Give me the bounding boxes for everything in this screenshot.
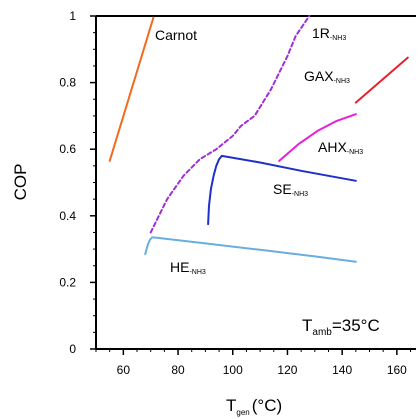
x-axis-title-sub: gen: [236, 408, 249, 417]
plot-frame: [95, 15, 416, 350]
series-label-gax-nh3: GAX-NH3: [304, 68, 350, 85]
x-axis-title: Tgen (°C): [226, 396, 282, 417]
series-label-main: 1R: [312, 25, 330, 41]
annotation-rest: =35°C: [332, 316, 380, 335]
x-tick-label: 120: [277, 363, 297, 377]
ambient-temperature-annotation: Tamb=35°C: [302, 316, 380, 338]
series-line-1r-nh3: [149, 15, 311, 234]
y-tick-label: 0.4: [59, 209, 76, 223]
series-label-ahx-nh3: AHX-NH3: [318, 139, 363, 156]
series-line-carnot: [108, 16, 155, 162]
series-label-main: GAX: [304, 68, 334, 84]
series-label-sub: -NH3: [347, 149, 363, 156]
series-line-gax-nh3: [354, 56, 409, 104]
series-label-main: AHX: [318, 139, 347, 155]
series-label-sub: -NH3: [334, 78, 350, 85]
y-tick-label: 0: [69, 342, 76, 356]
series-label-sub: -NH3: [330, 35, 346, 42]
series-label-main: Carnot: [155, 27, 197, 43]
y-tick-label: 0.2: [59, 275, 76, 289]
series-label-main: HE: [170, 259, 189, 275]
x-axis: 60 80 100 120 140 160: [95, 349, 412, 377]
series-label-sub: -NH3: [189, 269, 205, 276]
series-line-ahx-nh3: [278, 113, 357, 162]
y-tick-label: 0.8: [59, 76, 76, 90]
annotation-main: T: [302, 316, 312, 335]
y-tick-label: 1: [69, 9, 76, 23]
y-axis: 0 0.2 0.4 0.6 0.8 1: [59, 9, 96, 356]
series-label-1r-nh3: 1R-NH3: [312, 25, 346, 42]
x-axis-title-unit: (°C): [252, 396, 282, 415]
x-tick-label: 60: [117, 363, 131, 377]
x-tick-label: 80: [171, 363, 185, 377]
x-tick-label: 140: [332, 363, 352, 377]
x-axis-title-main: T: [226, 396, 236, 415]
series-line-se-nh3: [207, 154, 357, 226]
series-layer: [108, 15, 409, 263]
x-tick-label: 100: [223, 363, 243, 377]
series-label-se-nh3: SE-NH3: [273, 181, 308, 198]
x-tick-label: 160: [387, 363, 407, 377]
series-label-he-nh3: HE-NH3: [170, 259, 206, 276]
y-axis-title: COP: [11, 164, 30, 201]
series-label-sub: -NH3: [292, 191, 308, 198]
series-label-carnot: Carnot: [155, 27, 197, 43]
annotation-sub: amb: [312, 327, 332, 338]
series-label-main: SE: [273, 181, 292, 197]
y-tick-label: 0.6: [59, 142, 76, 156]
series-line-he-nh3: [144, 236, 357, 263]
